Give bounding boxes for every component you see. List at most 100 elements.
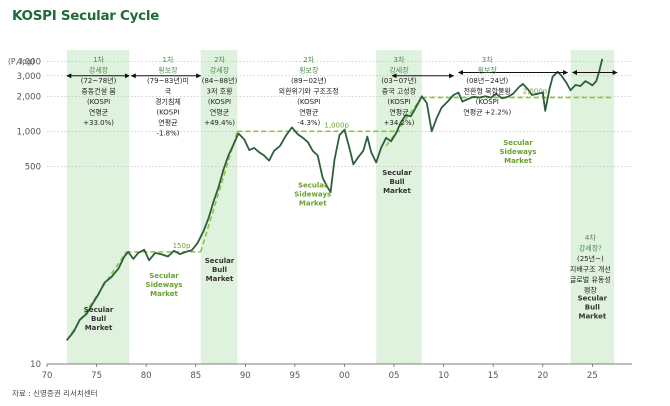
cycle-label-line: 전환형 복합불황 xyxy=(464,87,512,96)
cycle-label: 4차 강세장? (25년~) 지배구조 개선 글로벌 유동성 팽창 xyxy=(570,233,611,295)
y-tick-label: 10 xyxy=(30,360,41,370)
phase-label-line: Secular xyxy=(149,272,179,280)
bull-band xyxy=(570,50,615,364)
phase-label: Secular Bull Market xyxy=(84,306,114,332)
cycle-label-line: 횡보장 xyxy=(299,66,319,75)
phase-label-line: Bull xyxy=(389,178,404,186)
grid-lines xyxy=(47,60,632,167)
cycle-label-line: (84~88년) xyxy=(202,76,238,85)
phase-label-line: Market xyxy=(85,324,113,332)
x-tick-label: 90 xyxy=(240,371,251,381)
phase-label-line: Secular xyxy=(382,169,412,177)
y-axis-label: (P, log) xyxy=(8,57,35,66)
cycle-label-line: 2차 xyxy=(303,55,314,64)
trend-lines: 150p 1,000p 2,000p xyxy=(66,88,613,341)
cycle-label-line: (KOSPI xyxy=(87,98,110,106)
cycle-label-line: 연평균 xyxy=(389,108,409,117)
period-arrows xyxy=(66,70,618,79)
cycle-label-line: 지배구조 개선 xyxy=(570,265,611,274)
cycle-label-line: 1차 xyxy=(163,55,174,64)
bull-band xyxy=(200,50,238,364)
cycle-label-line: 횡보장 xyxy=(158,66,178,75)
cycle-label-line: 강세장 xyxy=(89,66,109,75)
x-tick-label: 00 xyxy=(339,371,350,381)
cycle-label-line: 연평균 xyxy=(299,108,319,117)
x-tick-label: 25 xyxy=(587,371,598,381)
cycle-label-line: (89~02년) xyxy=(291,76,327,85)
phase-label-line: Bull xyxy=(212,266,227,274)
cycle-label: 3차 강세장 (03~07년) 중국 고성장 (KOSPI 연평균 +34.2%) xyxy=(381,55,417,127)
y-tick-label: 4,000 xyxy=(17,57,41,67)
phase-label: Secular Sideways Market xyxy=(500,139,537,165)
x-tick-label: 10 xyxy=(438,371,449,381)
cycle-label-line: (03~07년) xyxy=(381,76,417,85)
cycle-label-line: 연평균 xyxy=(158,118,178,127)
cycle-label: 1차 횡보장 (79~83년)미 국 경기침체 (KOSPI 연평균 -1.8%) xyxy=(147,55,189,138)
cycle-label-line: 3차 xyxy=(482,55,493,64)
x-tick-label: 85 xyxy=(190,371,201,381)
phase-label-line: Market xyxy=(206,275,234,283)
cycle-label: 3차 횡보장 (08년~24년) 전환형 복합불황 (KOSPI 연평균 +2.2%) xyxy=(463,55,511,117)
cycle-label-line: 연평균 +2.2%) xyxy=(463,108,511,117)
cycle-label-line: 외환위기와 구조조정 xyxy=(279,87,339,96)
cycle-label-line: (KOSPI xyxy=(297,98,320,106)
y-tick-label: 3,000 xyxy=(17,72,41,82)
cycle-label-line: 4차 xyxy=(585,233,596,242)
cycle-label: 2차 강세장 (84~88년) 3저 호황 (KOSPI 연평균 +49.4%) xyxy=(202,55,238,127)
phase-label-line: Secular xyxy=(205,257,235,265)
trend-label: 2,000p xyxy=(523,88,548,96)
cycle-label-line: 3저 호황 xyxy=(207,87,234,96)
y-tick-label: 1,000 xyxy=(17,127,41,137)
kospi-series xyxy=(66,58,604,341)
cycle-label-line: (08년~24년) xyxy=(466,76,508,85)
phase-label-line: Secular xyxy=(84,306,114,314)
phase-label-line: Secular xyxy=(503,139,533,147)
cycle-label-line: 1차 xyxy=(93,55,104,64)
phase-label: Secular Bull Market xyxy=(578,295,608,321)
cycle-label-line: +33.0%) xyxy=(83,119,114,127)
cycle-label-line: 연평균 xyxy=(210,108,230,117)
x-tick-label: 05 xyxy=(389,371,400,381)
kospi-line xyxy=(66,58,604,341)
trend-label: 1,000p xyxy=(324,121,349,129)
cycle-label-line: (KOSPI xyxy=(156,109,179,117)
phase-label: Secular Sideways Market xyxy=(294,181,331,207)
cycle-label-line: (KOSPI xyxy=(387,98,410,106)
y-tick-label: 500 xyxy=(25,162,41,172)
phase-label-line: Market xyxy=(578,313,606,321)
x-tick-label: 20 xyxy=(537,371,548,381)
cycle-label-line: 연평균 xyxy=(89,108,109,117)
phase-label-line: Secular xyxy=(578,295,608,303)
phase-label-line: Sideways xyxy=(146,281,183,289)
source-note: 자료 : 신영증권 리서치센터 xyxy=(12,389,98,398)
cycle-label-line: 강세장 xyxy=(389,66,409,75)
bull-band xyxy=(376,50,422,364)
chart-title: KOSPI Secular Cycle xyxy=(12,8,160,24)
cycle-labels: 1차 강세장 (72~78년) 중동건설 붐 (KOSPI 연평균 +33.0%)1차 횡보장… xyxy=(81,55,611,295)
cycle-label-line: 3차 xyxy=(394,55,405,64)
phase-label: Secular Bull Market xyxy=(382,169,412,195)
x-tick-label: 70 xyxy=(42,371,53,381)
cycle-label-line: 중동건설 붐 xyxy=(81,87,116,96)
cycle-label-line: 글로벌 유동성 xyxy=(570,275,611,284)
phase-label-line: Market xyxy=(299,199,327,207)
bull-band xyxy=(66,50,130,364)
axes: 10 500 1,000 2,000 3,000 4,000(P, log) 70 75 80 8… xyxy=(8,57,632,381)
x-tick-label: 95 xyxy=(289,371,300,381)
cycle-label-line: (72~78년) xyxy=(81,76,117,85)
cycle-label-line: 경기침체 xyxy=(155,97,181,106)
cycle-label-line: 2차 xyxy=(214,55,225,64)
cycle-bands xyxy=(66,50,615,364)
phase-label-line: Sideways xyxy=(294,190,331,198)
phase-label: Secular Sideways Market xyxy=(146,272,183,298)
phase-label-line: Secular xyxy=(298,181,328,189)
cycle-label-line: -4.3%) xyxy=(297,119,320,127)
phase-label-line: Market xyxy=(150,290,178,298)
cycle-label-line: +49.4%) xyxy=(204,119,235,127)
phase-label-line: Bull xyxy=(91,315,106,323)
cycle-label-line: (79~83년)미 xyxy=(147,76,189,85)
phase-label: Secular Bull Market xyxy=(205,257,235,283)
